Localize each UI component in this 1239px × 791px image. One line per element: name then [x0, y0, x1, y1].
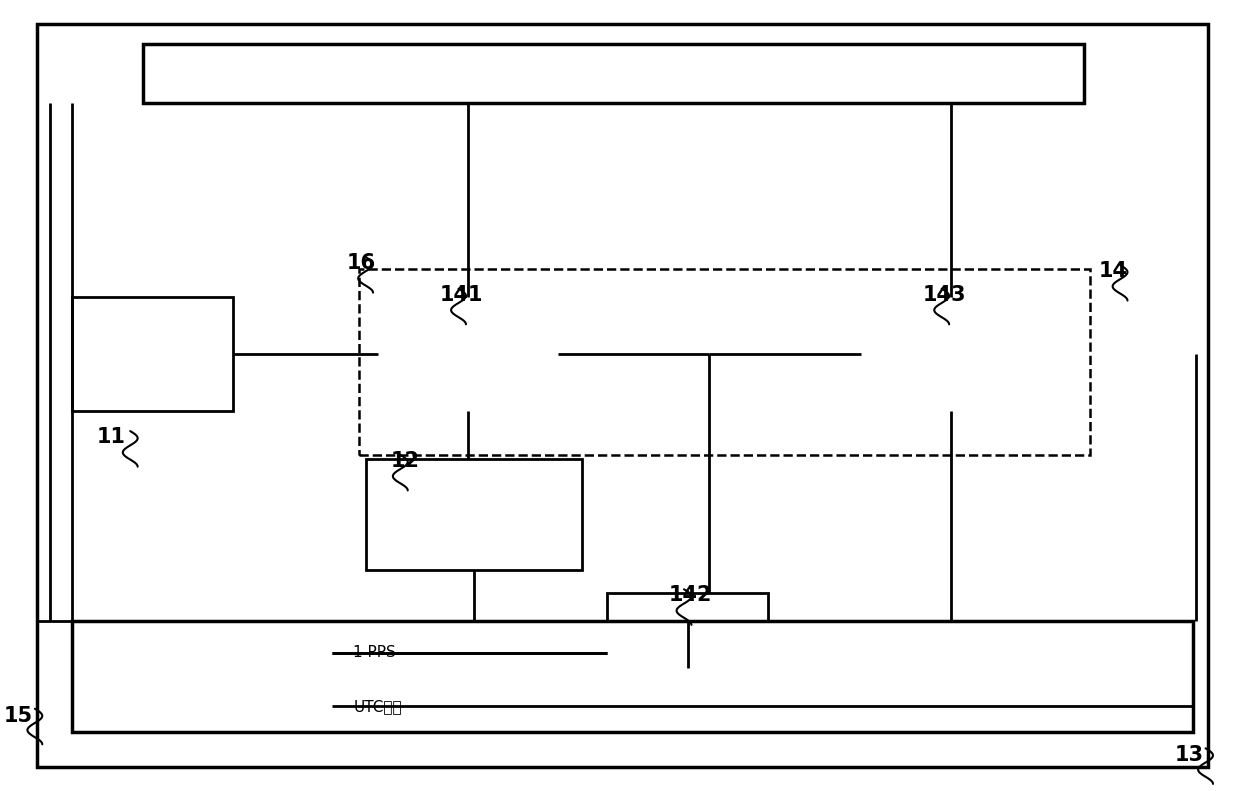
Text: 16: 16	[347, 253, 375, 273]
Text: UTC时间: UTC时间	[353, 699, 401, 713]
Bar	[378, 297, 558, 411]
Text: 14: 14	[1099, 261, 1127, 281]
Bar	[72, 621, 1193, 732]
Bar	[607, 593, 768, 668]
Text: 143: 143	[923, 285, 966, 305]
Text: 12: 12	[390, 451, 419, 471]
Bar	[72, 297, 233, 411]
Text: 11: 11	[97, 427, 126, 447]
Text: 141: 141	[440, 285, 483, 305]
Bar	[359, 269, 1090, 455]
Bar	[142, 44, 1084, 103]
Text: 15: 15	[4, 706, 33, 725]
Bar	[366, 459, 582, 570]
Bar	[861, 297, 1041, 411]
Text: 1 PPS: 1 PPS	[353, 645, 396, 660]
Text: 142: 142	[669, 585, 712, 605]
Text: 13: 13	[1175, 745, 1204, 765]
